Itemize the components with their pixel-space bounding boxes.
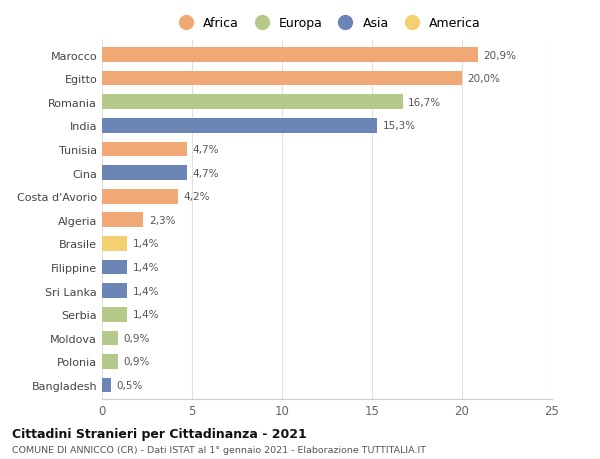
Bar <box>102 95 403 110</box>
Bar <box>102 213 143 228</box>
Text: 1,4%: 1,4% <box>133 286 159 296</box>
Bar <box>102 190 178 204</box>
Text: COMUNE DI ANNICCO (CR) - Dati ISTAT al 1° gennaio 2021 - Elaborazione TUTTITALIA: COMUNE DI ANNICCO (CR) - Dati ISTAT al 1… <box>12 445 426 454</box>
Text: Cittadini Stranieri per Cittadinanza - 2021: Cittadini Stranieri per Cittadinanza - 2… <box>12 427 307 440</box>
Text: 1,4%: 1,4% <box>133 263 159 273</box>
Bar <box>102 378 111 392</box>
Text: 0,5%: 0,5% <box>116 380 143 390</box>
Bar <box>102 72 462 86</box>
Text: 1,4%: 1,4% <box>133 239 159 249</box>
Text: 20,0%: 20,0% <box>467 74 500 84</box>
Bar <box>102 284 127 298</box>
Text: 15,3%: 15,3% <box>383 121 416 131</box>
Bar <box>102 307 127 322</box>
Text: 20,9%: 20,9% <box>484 50 517 61</box>
Text: 4,7%: 4,7% <box>192 168 218 178</box>
Legend: Africa, Europa, Asia, America: Africa, Europa, Asia, America <box>173 17 481 30</box>
Bar <box>102 260 127 275</box>
Bar <box>102 166 187 180</box>
Bar <box>102 331 118 345</box>
Bar <box>102 236 127 251</box>
Bar <box>102 142 187 157</box>
Text: 0,9%: 0,9% <box>124 333 150 343</box>
Bar <box>102 119 377 134</box>
Text: 2,3%: 2,3% <box>149 215 175 225</box>
Text: 4,7%: 4,7% <box>192 145 218 155</box>
Bar <box>102 354 118 369</box>
Text: 4,2%: 4,2% <box>183 192 209 202</box>
Text: 1,4%: 1,4% <box>133 309 159 319</box>
Text: 0,9%: 0,9% <box>124 357 150 367</box>
Bar <box>102 48 478 63</box>
Text: 16,7%: 16,7% <box>408 98 441 107</box>
